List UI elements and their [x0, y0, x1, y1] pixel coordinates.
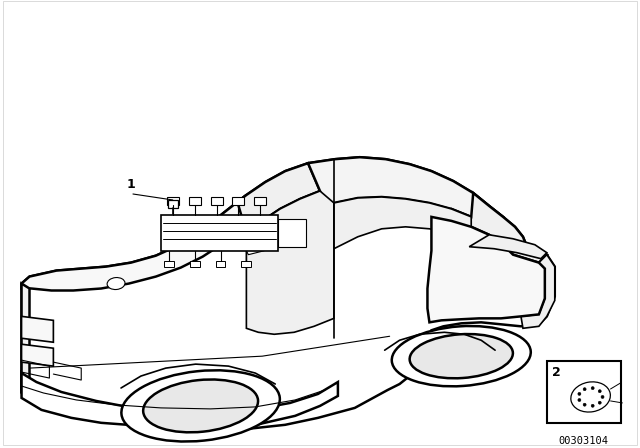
Polygon shape: [334, 197, 471, 249]
Polygon shape: [278, 219, 306, 247]
Circle shape: [578, 392, 581, 396]
Circle shape: [578, 399, 581, 401]
Polygon shape: [246, 157, 503, 243]
Polygon shape: [168, 200, 178, 208]
Polygon shape: [22, 373, 338, 428]
Polygon shape: [161, 215, 278, 251]
Ellipse shape: [143, 379, 258, 432]
Circle shape: [601, 396, 604, 398]
Ellipse shape: [410, 334, 513, 378]
Text: 1: 1: [127, 178, 135, 191]
Polygon shape: [241, 261, 252, 267]
Polygon shape: [469, 235, 547, 258]
Polygon shape: [22, 344, 53, 366]
Ellipse shape: [107, 278, 125, 289]
Polygon shape: [246, 191, 334, 334]
Circle shape: [583, 388, 586, 391]
Circle shape: [591, 387, 594, 390]
Polygon shape: [216, 261, 225, 267]
Circle shape: [598, 401, 601, 404]
Polygon shape: [521, 254, 555, 328]
Polygon shape: [428, 217, 545, 323]
Text: 00303104: 00303104: [559, 436, 609, 446]
Polygon shape: [547, 361, 621, 423]
Polygon shape: [431, 193, 547, 263]
Polygon shape: [232, 197, 244, 205]
Polygon shape: [22, 157, 555, 430]
Polygon shape: [189, 261, 200, 267]
Polygon shape: [22, 195, 246, 290]
Ellipse shape: [392, 326, 531, 386]
Ellipse shape: [122, 370, 280, 442]
Circle shape: [591, 404, 594, 407]
Polygon shape: [22, 284, 29, 398]
Polygon shape: [237, 163, 320, 233]
Polygon shape: [164, 261, 173, 267]
Polygon shape: [211, 197, 223, 205]
Text: 2: 2: [552, 366, 561, 379]
Circle shape: [583, 403, 586, 406]
Polygon shape: [244, 243, 264, 254]
Polygon shape: [189, 197, 200, 205]
Polygon shape: [167, 197, 179, 205]
Polygon shape: [22, 316, 53, 342]
Circle shape: [598, 390, 601, 393]
Polygon shape: [254, 197, 266, 205]
